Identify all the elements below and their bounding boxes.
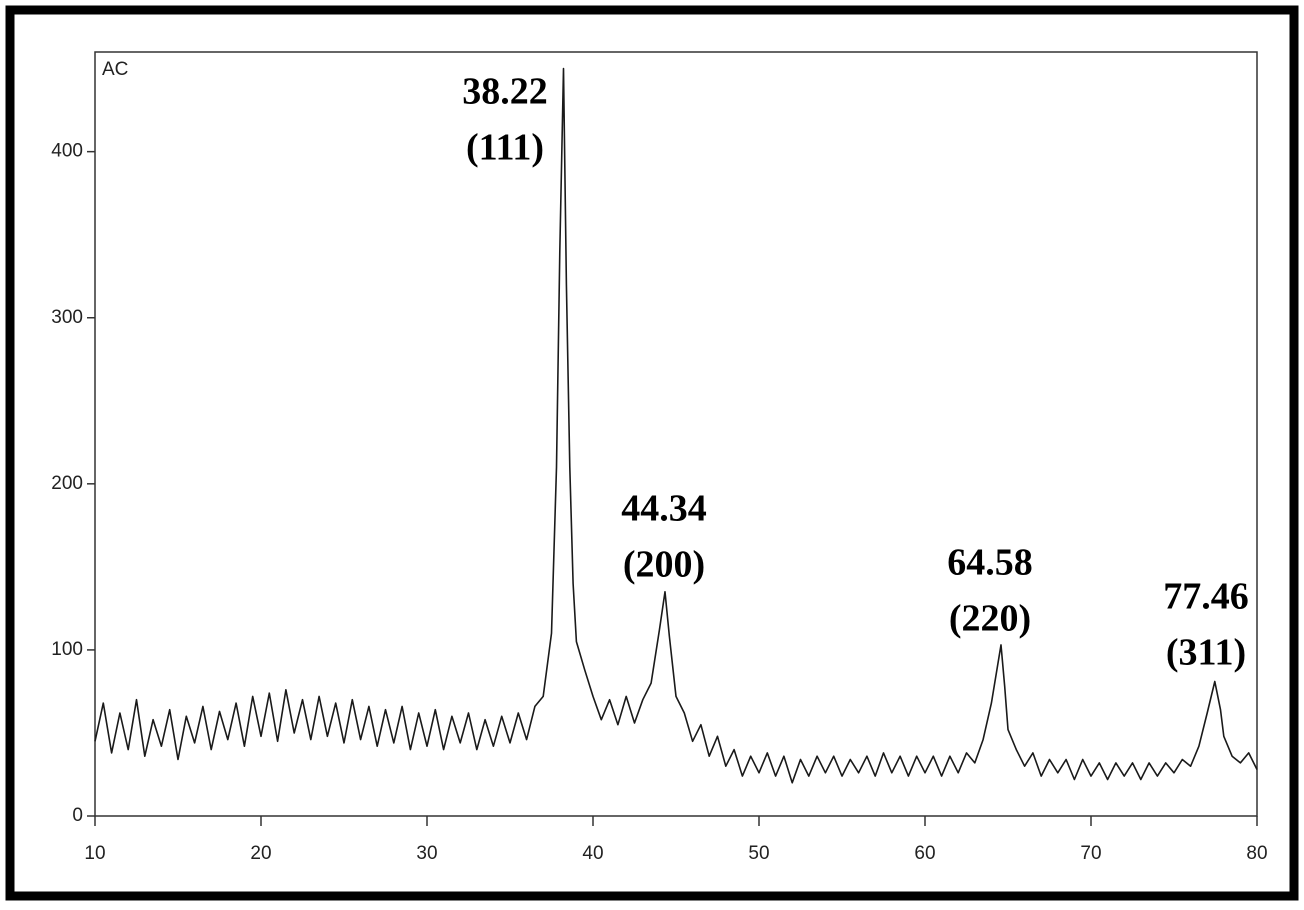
peak-label: 64.58	[947, 542, 1033, 584]
x-tick-label: 60	[914, 843, 935, 864]
x-tick-label: 50	[748, 843, 769, 864]
plot-area	[94, 51, 1258, 817]
x-tick-label: 30	[416, 843, 437, 864]
data-line	[94, 67, 1258, 784]
y-tick-label: 200	[51, 473, 83, 494]
frame	[5, 5, 1299, 901]
x-tick-label: 40	[582, 843, 603, 864]
plane-label: (200)	[623, 544, 705, 586]
plane-label: (220)	[949, 598, 1031, 640]
sample-label: AC	[102, 59, 128, 80]
peak-label: 77.46	[1163, 576, 1249, 618]
plane-label: (311)	[1166, 632, 1246, 674]
x-tick-label: 80	[1246, 843, 1267, 864]
x-tick-label: 70	[1080, 843, 1101, 864]
y-tick-label: 0	[72, 805, 83, 826]
y-tick-label: 100	[51, 639, 83, 660]
y-tick-label: 300	[51, 307, 83, 328]
peak-label: 44.34	[621, 488, 707, 530]
x-tick-label: 20	[250, 843, 271, 864]
x-tick-label: 10	[84, 843, 105, 864]
plane-label: (111)	[466, 127, 544, 169]
y-tick-label: 400	[51, 141, 83, 162]
peak-label: 38.22	[462, 71, 548, 113]
